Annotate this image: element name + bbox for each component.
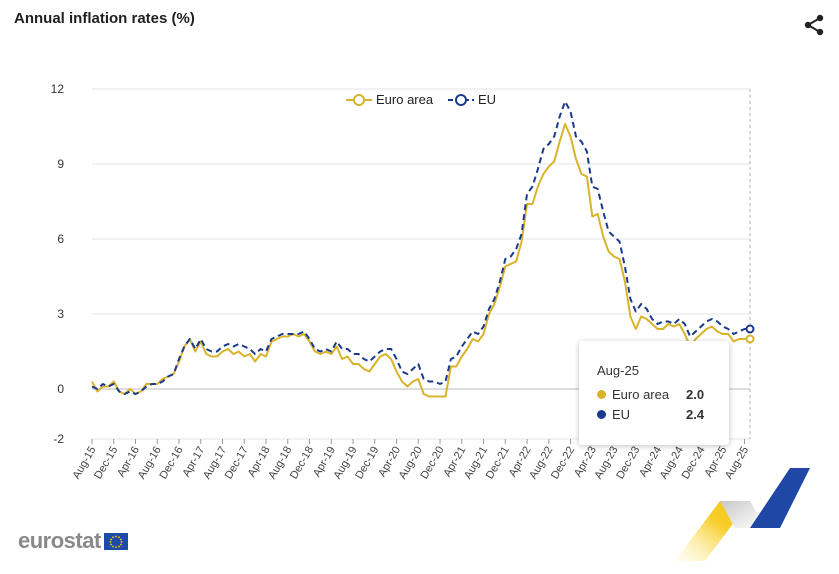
decorative-ribbon-icon [675,468,810,561]
legend-label-euro-area: Euro area [376,92,434,107]
series-line-euro-area[interactable] [91,123,750,398]
legend[interactable]: Euro area EU [346,92,496,107]
share-icon[interactable] [803,14,825,36]
legend-item-euro-area[interactable]: Euro area [346,92,434,107]
tooltip: Aug-25 Euro area 2.0 EU 2.4 [579,341,729,445]
x-axis-ticks: Aug-15Dec-15Apr-16Aug-16Dec-16Apr-17Aug-… [70,439,751,481]
tooltip-row-euro-area: Euro area 2.0 [597,384,709,404]
tooltip-row-eu: EU 2.4 [597,404,709,424]
tooltip-dot-euro-area [597,389,606,399]
tooltip-label: EU [612,406,631,422]
eu-flag-icon [103,532,128,550]
tooltip-dot-eu [597,409,606,419]
y-tick-label: 6 [57,232,64,246]
y-axis-ticks: -2 0 3 6 9 12 [51,82,65,446]
series-line-eu[interactable] [91,100,750,395]
series-marker-euro-area[interactable] [745,334,755,344]
tooltip-label: Euro area [612,386,670,402]
chart-title: Annual inflation rates (%) [14,10,195,27]
eurostat-logo[interactable]: eurostat [18,528,128,554]
legend-label-eu: EU [478,92,496,107]
y-tick-label: 3 [57,307,64,321]
logo-text: eurostat [18,528,101,553]
legend-item-eu[interactable]: EU [448,92,496,107]
tooltip-value: 2.4 [686,406,705,422]
y-tick-label: -2 [53,432,64,446]
y-tick-label: 0 [57,382,64,396]
tooltip-header: Aug-25 [597,363,639,378]
tooltip-value: 2.0 [686,386,705,402]
y-tick-label: 9 [57,157,64,171]
series-lines [91,100,755,398]
y-tick-label: 12 [51,82,65,96]
series-marker-eu[interactable] [745,324,755,334]
